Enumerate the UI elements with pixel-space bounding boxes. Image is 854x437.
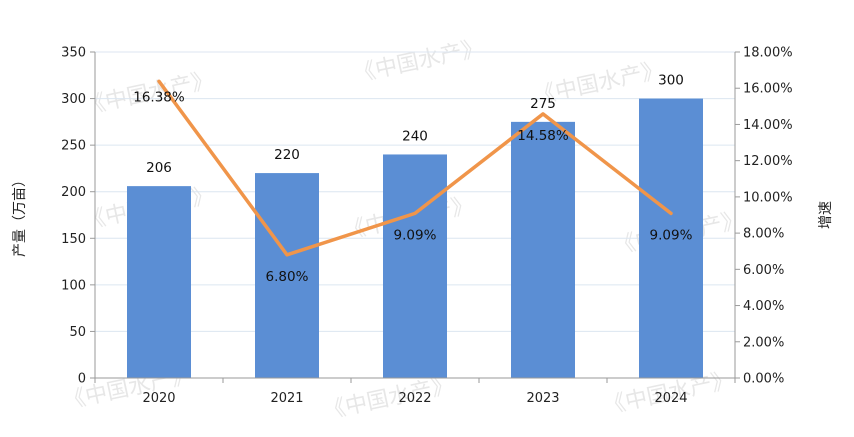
bar-2024 [639, 98, 703, 379]
bar-series [127, 98, 703, 379]
data-labels: 206 220 240 275 300 16.38% 6.80% 9.09% 14.58% 9.0… [133, 73, 692, 285]
x-tick-label: 2020 [142, 391, 175, 406]
bar-value-label: 240 [402, 128, 428, 144]
y-left-tick-label: 200 [61, 185, 86, 200]
line-series [157, 79, 673, 257]
y-right-tick-label: 18.00% [743, 46, 793, 61]
x-tick-label: 2022 [398, 391, 431, 406]
x-tick-label: 2024 [654, 391, 687, 406]
growth-value-label: 16.38% [133, 89, 185, 105]
y-right-tick-label: 0.00% [743, 372, 784, 387]
y-right-tick-label: 16.00% [743, 82, 793, 97]
growth-line [157, 79, 673, 257]
y-left-tick-label: 0 [78, 372, 86, 387]
bar-2020 [127, 186, 191, 378]
growth-value-label: 9.09% [394, 227, 437, 243]
bar-value-label: 220 [274, 147, 300, 163]
bar-value-label: 300 [658, 73, 684, 89]
y-right-tick-label: 6.00% [743, 263, 784, 278]
growth-value-label: 9.09% [650, 227, 693, 243]
y-axis-right-title: 增速 [818, 201, 834, 229]
bar-2021 [255, 173, 319, 378]
bar-value-label: 206 [146, 160, 172, 176]
watermark-text: 《中国水产》 [351, 36, 485, 88]
y-right-tick-label: 14.00% [743, 118, 793, 133]
bar-2022 [383, 154, 447, 378]
y-axis-left-title: 产量（万亩） [11, 173, 28, 257]
bar-2023 [511, 121, 575, 378]
watermark-text: 《中国水产》 [321, 373, 455, 425]
y-left-tick-label: 250 [61, 139, 86, 154]
y-left-tick-label: 100 [61, 278, 86, 293]
growth-value-label: 6.80% [266, 269, 309, 285]
growth-value-label: 14.58% [517, 128, 569, 144]
y-right-tick-label: 8.00% [743, 227, 784, 242]
y-left-tick-label: 300 [61, 92, 86, 107]
y-right-tick-label: 12.00% [743, 154, 793, 169]
y-left-tick-label: 150 [61, 232, 86, 247]
axes: 0 50 100 150 200 250 300 350 0.00% 2.00% 4.00% 6.00… [61, 46, 792, 407]
y-left-tick-label: 350 [61, 46, 86, 61]
y-right-tick-label: 10.00% [743, 190, 793, 205]
x-tick-label: 2023 [526, 391, 559, 406]
y-left-tick-label: 50 [69, 325, 86, 340]
y-right-tick-label: 4.00% [743, 299, 784, 314]
x-tick-label: 2021 [270, 391, 303, 406]
bar-value-label: 275 [530, 96, 556, 112]
y-right-tick-label: 2.00% [743, 335, 784, 350]
